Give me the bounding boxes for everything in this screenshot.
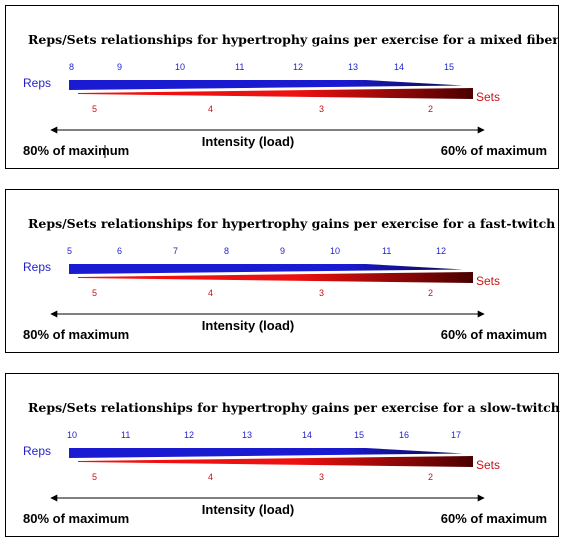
sets-tick-label: 3 xyxy=(319,472,324,482)
reps-tick-label: 5 xyxy=(67,246,72,256)
reps-tick-label: 13 xyxy=(348,62,358,72)
reps-tick-label: 11 xyxy=(235,62,244,72)
sets-label: Sets xyxy=(476,458,500,472)
intensity-label: Intensity (load) xyxy=(202,134,294,149)
reps-label: Reps xyxy=(23,76,51,90)
panel-title: Reps/Sets relationships for hypertrophy … xyxy=(28,32,560,47)
sets-label: Sets xyxy=(476,90,500,104)
right-intensity-label: 60% of maximum xyxy=(441,511,547,526)
reps-tick-label: 17 xyxy=(451,430,461,440)
reps-tick-label: 14 xyxy=(394,62,404,72)
panel-diagram: Reps/Sets relationships for hypertrophy … xyxy=(23,400,560,526)
reps-tick-label: 15 xyxy=(354,430,364,440)
reps-tick-label: 12 xyxy=(293,62,303,72)
intensity-label: Intensity (load) xyxy=(202,502,294,517)
reps-tick-label: 13 xyxy=(242,430,252,440)
reps-bar xyxy=(69,80,463,90)
sets-tick-label: 5 xyxy=(92,472,97,482)
reps-label: Reps xyxy=(23,260,51,274)
panel-diagram: Reps/Sets relationships for hypertrophy … xyxy=(23,216,560,342)
sets-tick-label: 3 xyxy=(319,104,324,114)
sets-tick-label: 5 xyxy=(92,104,97,114)
sets-tick-label: 4 xyxy=(208,104,213,114)
reps-tick-label: 12 xyxy=(436,246,446,256)
panel-diagram: Reps/Sets relationships for hypertrophy … xyxy=(23,32,560,158)
sets-tick-label: 2 xyxy=(428,104,433,114)
sets-tick-label: 4 xyxy=(208,288,213,298)
reps-tick-label: 9 xyxy=(280,246,285,256)
diagram-panel: Reps/Sets relationships for hypertrophy … xyxy=(5,373,560,537)
sets-tick-label: 2 xyxy=(428,472,433,482)
sets-tick-label: 3 xyxy=(319,288,324,298)
reps-tick-label: 14 xyxy=(302,430,312,440)
left-intensity-label: 80% of maximum xyxy=(23,511,129,526)
left-intensity-label: 80% of maximum xyxy=(23,143,129,158)
sets-bar xyxy=(78,456,473,467)
intensity-label: Intensity (load) xyxy=(202,318,294,333)
reps-tick-label: 9 xyxy=(117,62,122,72)
sets-label: Sets xyxy=(476,274,500,288)
panel-title: Reps/Sets relationships for hypertrophy … xyxy=(28,216,560,231)
sets-tick-label: 4 xyxy=(208,472,213,482)
reps-bar xyxy=(69,448,463,458)
left-intensity-label: 80% of maximum xyxy=(23,327,129,342)
reps-tick-label: 7 xyxy=(173,246,178,256)
reps-tick-label: 10 xyxy=(175,62,185,72)
diagram-panel: Reps/Sets relationships for hypertrophy … xyxy=(5,5,560,169)
reps-tick-label: 11 xyxy=(382,246,391,256)
reps-tick-label: 10 xyxy=(330,246,340,256)
reps-bar xyxy=(69,264,463,274)
reps-tick-label: 8 xyxy=(69,62,74,72)
reps-tick-label: 8 xyxy=(224,246,229,256)
sets-bar xyxy=(78,88,473,99)
reps-tick-label: 16 xyxy=(399,430,409,440)
sets-tick-label: 2 xyxy=(428,288,433,298)
reps-tick-label: 11 xyxy=(121,430,130,440)
reps-tick-label: 15 xyxy=(444,62,454,72)
reps-tick-label: 10 xyxy=(67,430,77,440)
reps-label: Reps xyxy=(23,444,51,458)
right-intensity-label: 60% of maximum xyxy=(441,143,547,158)
diagram-panel: Reps/Sets relationships for hypertrophy … xyxy=(5,189,560,353)
panel-title: Reps/Sets relationships for hypertrophy … xyxy=(28,400,560,415)
sets-bar xyxy=(78,272,473,283)
reps-tick-label: 6 xyxy=(117,246,122,256)
sets-tick-label: 5 xyxy=(92,288,97,298)
reps-tick-label: 12 xyxy=(184,430,194,440)
right-intensity-label: 60% of maximum xyxy=(441,327,547,342)
